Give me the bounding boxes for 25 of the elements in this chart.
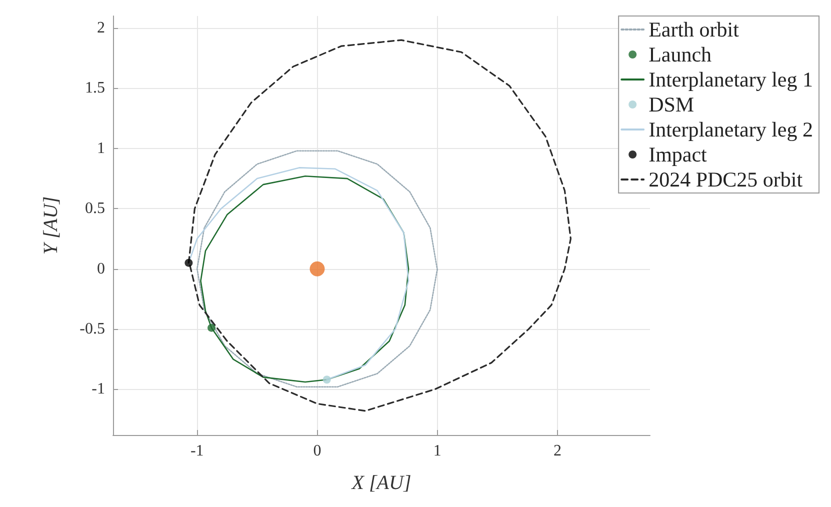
legend-label: DSM — [648, 92, 694, 116]
y-tick-label: 0.5 — [85, 200, 105, 218]
legend-label: Interplanetary leg 2 — [648, 118, 813, 142]
x-axis-title: X [AU] — [350, 472, 412, 494]
point — [322, 376, 331, 384]
y-tick-label: 1.5 — [85, 80, 105, 97]
x-tick-label: 1 — [433, 442, 442, 460]
legend-label: Impact — [648, 142, 708, 166]
x-tick-label: -1 — [190, 442, 204, 460]
legend-label: Launch — [648, 42, 712, 66]
y-tick-label: 1 — [97, 140, 105, 157]
y-tick-label: -1 — [92, 380, 105, 398]
line-series — [196, 150, 438, 388]
y-tick-label: 0 — [97, 260, 105, 278]
point — [184, 258, 193, 267]
point — [310, 261, 325, 276]
x-tick-label: 2 — [553, 442, 562, 460]
x-tick-label: 0 — [313, 442, 322, 460]
point — [208, 324, 216, 332]
legend-label: Interplanetary leg 1 — [648, 68, 813, 92]
y-tick-label: -0.5 — [80, 320, 105, 338]
y-tick-label: 2 — [97, 20, 105, 37]
legend-label: 2024 PDC25 orbit — [648, 168, 803, 192]
legend-label: Earth orbit — [648, 18, 740, 42]
y-axis-title: Y [AU] — [40, 196, 62, 255]
